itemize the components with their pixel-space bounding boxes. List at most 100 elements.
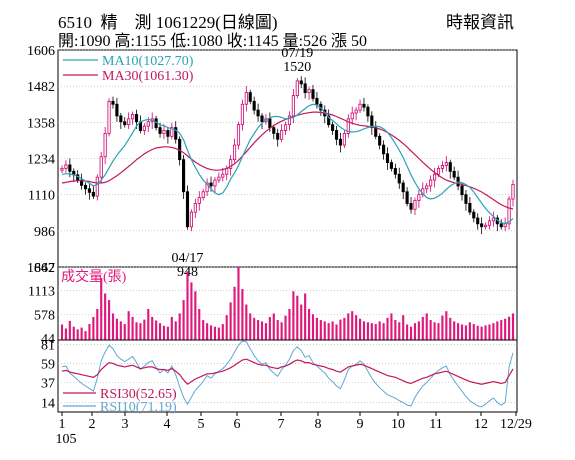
volume-bar: [139, 323, 142, 340]
price-candle-body: [166, 130, 170, 137]
volume-bar: [370, 323, 373, 340]
volume-bar: [421, 316, 424, 340]
price-candle-body: [432, 173, 437, 181]
rsi10-legend-label: RSI10(71.19): [100, 400, 177, 415]
price-candle-body: [127, 118, 131, 126]
price-tick-label: 1110: [28, 189, 55, 204]
rsi30-legend-label: RSI30(52.65): [100, 387, 177, 402]
volume-bar: [96, 308, 99, 340]
price-candle-body: [464, 194, 468, 204]
price-candle-body: [146, 121, 150, 127]
price-candle-body: [382, 144, 386, 155]
x-tick-label: 10: [391, 417, 405, 432]
price-candle-body: [460, 185, 464, 196]
price-candle-body: [295, 80, 299, 96]
volume-bar: [476, 325, 479, 340]
ohlc-summary: 開:1090 高:1155 低:1080 收:1145 量:526 漲 50: [58, 33, 368, 50]
price-candle-body: [303, 83, 307, 93]
price-candle-body: [280, 130, 284, 140]
volume-bar: [151, 316, 154, 340]
price-candle-body: [260, 115, 264, 123]
volume-bar: [249, 313, 252, 340]
volume-bar: [362, 321, 366, 340]
price-candle-body: [327, 115, 331, 126]
price-candle-body: [511, 184, 515, 200]
stock-code: 6510: [58, 13, 92, 32]
price-candle-body: [448, 162, 452, 172]
volume-bar: [413, 323, 417, 340]
stock-name: 精 測: [100, 13, 152, 32]
volume-bar: [429, 320, 432, 340]
volume-bar: [351, 311, 354, 340]
price-candle-body: [87, 188, 92, 193]
price-candle-body: [487, 220, 492, 226]
rsi-tick-label: 81: [41, 338, 55, 353]
x-year-label: 105: [56, 432, 77, 447]
volume-bar: [496, 321, 499, 340]
volume-bar: [206, 323, 209, 340]
volume-bar: [323, 321, 326, 340]
price-candle-body: [111, 100, 115, 105]
volume-bar: [194, 291, 197, 340]
volume-bar: [229, 302, 232, 340]
volume-bar: [296, 295, 299, 340]
price-candle-body: [197, 197, 201, 204]
volume-bar: [378, 321, 381, 340]
volume-bar: [257, 320, 260, 340]
price-candle-body: [366, 106, 370, 117]
price-tick-label: 1606: [27, 44, 55, 59]
volume-bar: [500, 320, 503, 340]
volume-bar: [80, 327, 83, 340]
volume-bar: [409, 326, 413, 340]
price-candle-body: [272, 127, 276, 134]
price-candle-body: [503, 223, 507, 228]
volume-bar: [464, 325, 468, 340]
volume-bar: [84, 331, 87, 340]
volume-bar: [437, 323, 440, 340]
volume-bar: [68, 320, 71, 340]
price-candle-body: [342, 133, 346, 146]
volume-bar: [488, 324, 491, 340]
volume-bar: [264, 323, 267, 340]
price-candle-body: [362, 103, 366, 108]
volume-tick-label: 1647: [27, 261, 55, 276]
price-candle-body: [354, 109, 358, 114]
price-candle-body: [119, 115, 123, 123]
volume-bar: [480, 326, 483, 340]
volume-bar: [186, 271, 189, 340]
price-candle-body: [429, 179, 433, 187]
price-candle-body: [158, 127, 162, 134]
price-candle-body: [389, 162, 393, 169]
volume-bar: [366, 322, 369, 340]
chart-date-label: 1061229(日線圖): [155, 13, 278, 32]
volume-bar: [453, 321, 456, 340]
volume-bar: [319, 320, 322, 340]
volume-bar: [158, 323, 162, 340]
price-tick-label: 1234: [27, 153, 55, 168]
price-candle-body: [99, 156, 103, 178]
volume-bar: [76, 329, 79, 340]
volume-bar: [394, 320, 397, 340]
volume-bar: [64, 328, 67, 340]
volume-bar: [511, 313, 515, 340]
price-candle-body: [174, 127, 178, 140]
rsi30-line: [61, 358, 514, 385]
price-candle-body: [189, 211, 193, 228]
volume-bar: [425, 313, 428, 340]
price-candle-body: [468, 203, 472, 213]
x-tick-label: 2: [89, 417, 96, 432]
price-candle-body: [409, 203, 413, 210]
volume-bar: [60, 324, 64, 340]
volume-tick-label: 1113: [28, 285, 55, 300]
volume-bar: [468, 322, 471, 340]
price-candle-body: [311, 89, 315, 99]
volume-bar: [260, 321, 264, 340]
price-candle-body: [225, 168, 229, 175]
price-candle-body: [107, 100, 111, 134]
price-candle-body: [483, 224, 488, 228]
volume-bar: [492, 323, 495, 340]
price-candle-body: [252, 100, 256, 111]
volume-bar: [449, 317, 452, 340]
volume-bar: [315, 317, 318, 340]
volume-bar: [190, 282, 193, 340]
